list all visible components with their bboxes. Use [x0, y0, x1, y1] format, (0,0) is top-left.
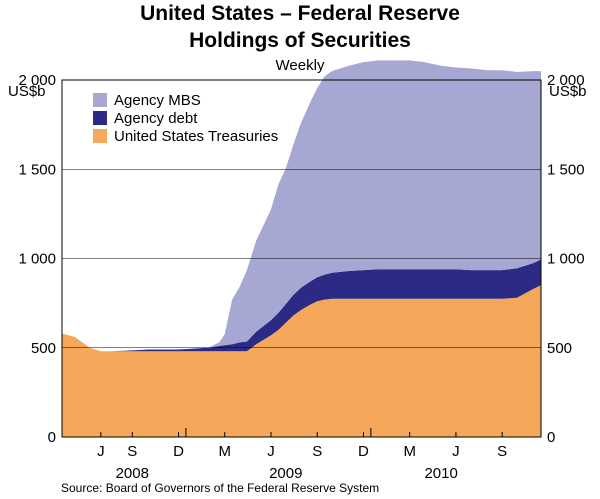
x-tick-label: D: [358, 443, 369, 460]
area-agency-debt: [62, 259, 541, 352]
source-note: Source: Board of Governors of the Federa…: [61, 481, 380, 495]
legend-label: Agency debt: [114, 110, 198, 127]
x-tick-label: S: [497, 443, 507, 460]
y-tick-label-right: 2 000: [547, 72, 585, 89]
x-year-label: 2009: [269, 465, 302, 482]
y-tick-label-right: 500: [547, 340, 572, 357]
y-tick-label-right: 1 500: [547, 161, 585, 178]
chart-subtitle: Weekly: [275, 57, 325, 74]
y-tick-label-right: 0: [547, 429, 555, 446]
x-year-label: 2008: [116, 465, 149, 482]
x-tick-label: D: [173, 443, 184, 460]
y-tick-label-left: 2 000: [18, 72, 56, 89]
y-tick-label-left: 1 500: [18, 161, 56, 178]
x-tick-label: J: [452, 443, 460, 460]
x-tick-label: S: [312, 443, 322, 460]
y-axis-unit-right: US$b: [549, 83, 587, 100]
plot-frame: [61, 79, 542, 438]
chart-title-line1: United States – Federal Reserve: [140, 2, 460, 25]
axes: 0 0 500 500 1 000 1 000 1 500 1 500 2 000 2 000 J S…: [18, 72, 584, 482]
y-tick-label-left: 0: [48, 429, 56, 446]
y-tick-label-left: 1 000: [18, 251, 56, 268]
x-tick-label: J: [97, 443, 105, 460]
chart-title-line2: Holdings of Securities: [189, 29, 411, 52]
legend-label: United States Treasuries: [114, 128, 278, 145]
area-united-states-treasuries: [62, 285, 541, 437]
y-tick-label-left: 500: [31, 340, 56, 357]
legend-swatch: [93, 93, 107, 107]
x-tick-label: M: [403, 443, 416, 460]
area-layers: [62, 60, 541, 437]
y-tick-label-right: 1 000: [547, 251, 585, 268]
x-tick-label: M: [218, 443, 231, 460]
legend-swatch: [93, 129, 107, 143]
legend-swatch: [93, 111, 107, 125]
area-agency-mbs: [62, 60, 541, 352]
x-tick-label: S: [127, 443, 137, 460]
x-year-label: 2010: [424, 465, 457, 482]
legend-label: Agency MBS: [114, 92, 201, 109]
x-tick-label: J: [267, 443, 275, 460]
y-axis-unit-left: US$b: [8, 83, 46, 100]
